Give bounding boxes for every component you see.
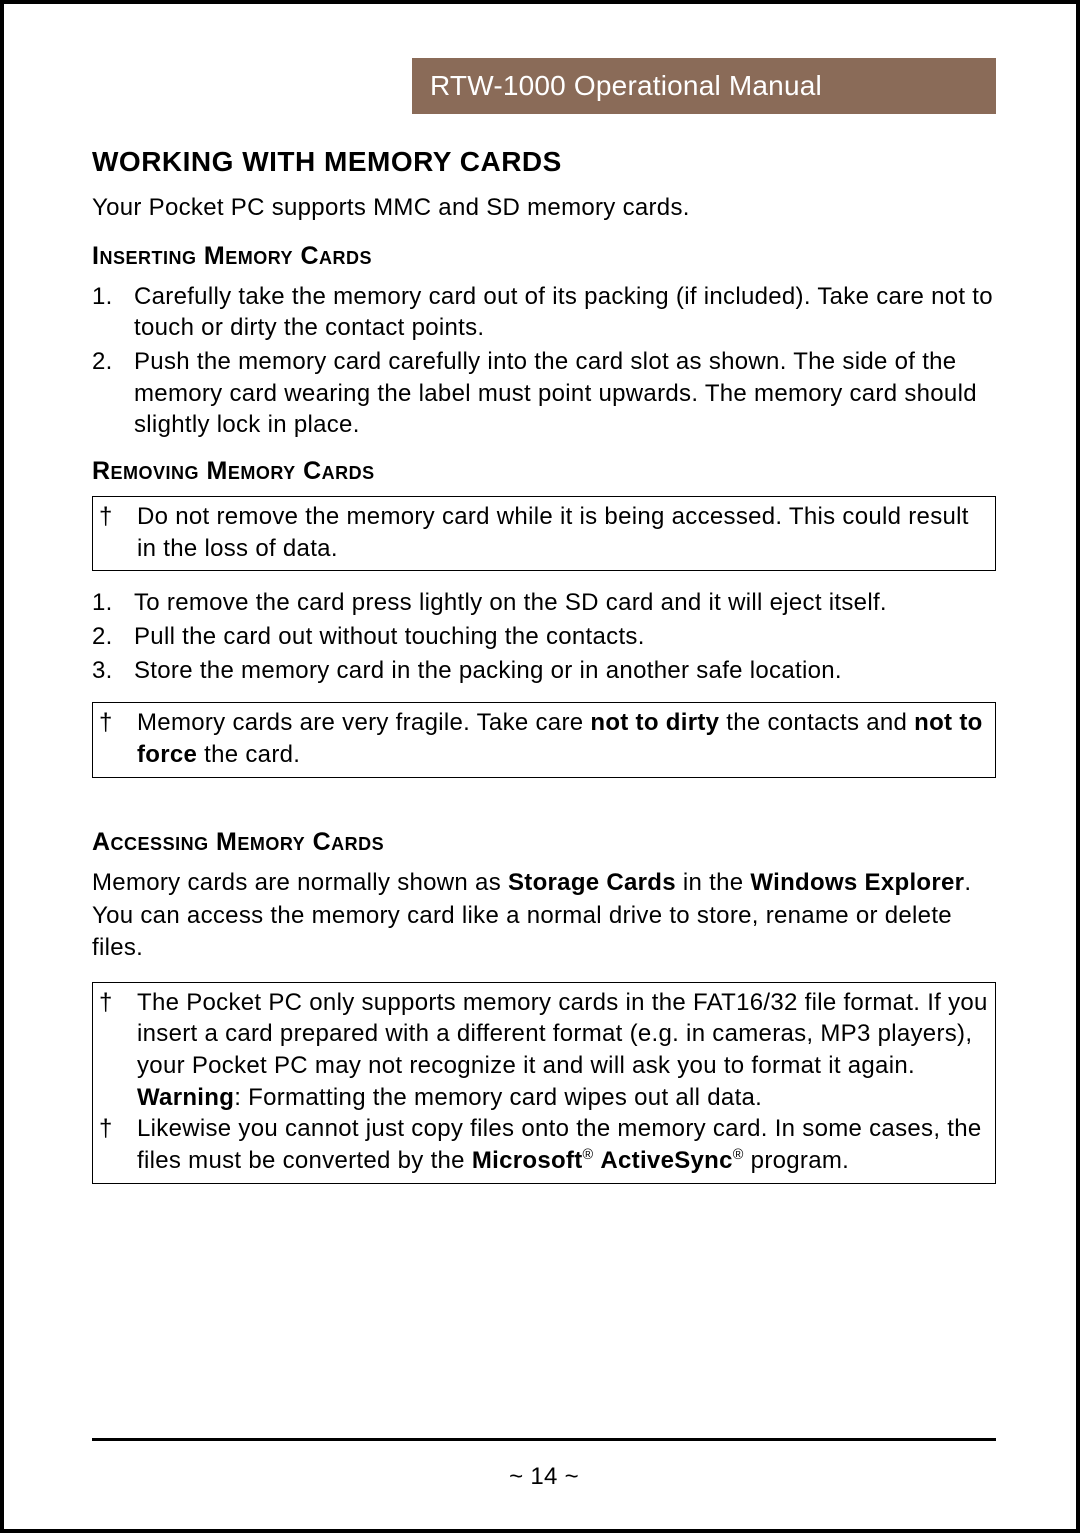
dagger-icon: †: [99, 501, 137, 564]
removing-steps: 1. To remove the card press lightly on t…: [92, 587, 996, 686]
step-number: 3.: [92, 655, 134, 687]
step-text: Pull the card out without touching the c…: [134, 621, 996, 653]
dagger-icon: †: [99, 707, 137, 770]
step-text: To remove the card press lightly on the …: [134, 587, 996, 619]
dagger-icon: †: [99, 1113, 137, 1176]
txt: The Pocket PC only supports memory cards…: [137, 989, 988, 1079]
txt: Memory cards are normally shown as: [92, 869, 508, 896]
dagger-icon: †: [99, 987, 137, 1114]
txt: program.: [744, 1147, 849, 1174]
step-number: 1.: [92, 281, 134, 344]
txt: : Formatting the memory card wipes out a…: [234, 1084, 762, 1111]
header-title: RTW-1000 Operational Manual: [412, 58, 996, 114]
note-row: † Memory cards are very fragile. Take ca…: [99, 707, 989, 770]
txt-bold: Warning: [137, 1084, 234, 1111]
step-text: Push the memory card carefully into the …: [134, 346, 996, 441]
content: WORKING WITH MEMORY CARDS Your Pocket PC…: [92, 146, 996, 1438]
note-text: The Pocket PC only supports memory cards…: [137, 987, 989, 1114]
note-row: † The Pocket PC only supports memory car…: [99, 987, 989, 1114]
header-spacer: [92, 58, 412, 114]
page-footer: ~ 14 ~: [92, 1438, 996, 1491]
list-item: 1. To remove the card press lightly on t…: [92, 587, 996, 619]
step-text: Carefully take the memory card out of it…: [134, 281, 996, 344]
accessing-p2: You can access the memory card like a no…: [92, 900, 996, 963]
txt-bold: Storage Cards: [508, 869, 676, 896]
note-text: Do not remove the memory card while it i…: [137, 501, 989, 564]
note-row: † Likewise you cannot just copy files on…: [99, 1113, 989, 1176]
list-item: 2. Pull the card out without touching th…: [92, 621, 996, 653]
txt: in the: [676, 869, 750, 896]
note-box: † Do not remove the memory card while it…: [92, 496, 996, 571]
txt-bold: ActiveSync: [600, 1147, 732, 1174]
intro-text: Your Pocket PC supports MMC and SD memor…: [92, 192, 996, 224]
list-item: 1. Carefully take the memory card out of…: [92, 281, 996, 344]
txt: the contacts and: [719, 709, 914, 736]
inserting-heading: Inserting Memory Cards: [92, 242, 996, 271]
list-item: 3. Store the memory card in the packing …: [92, 655, 996, 687]
removing-heading: Removing Memory Cards: [92, 457, 996, 486]
note-box: † Memory cards are very fragile. Take ca…: [92, 702, 996, 777]
spacer: [92, 794, 996, 824]
step-number: 2.: [92, 346, 134, 441]
page-number: ~ 14 ~: [509, 1463, 579, 1490]
note-row: † Do not remove the memory card while it…: [99, 501, 989, 564]
note-text: Likewise you cannot just copy files onto…: [137, 1113, 989, 1176]
accessing-p1: Memory cards are normally shown as Stora…: [92, 867, 996, 899]
txt: Memory cards are very fragile. Take care: [137, 709, 590, 736]
reg-mark: ®: [583, 1147, 594, 1163]
step-text: Store the memory card in the packing or …: [134, 655, 996, 687]
txt-bold: Windows Explorer: [750, 869, 964, 896]
manual-page: RTW-1000 Operational Manual WORKING WITH…: [0, 0, 1080, 1533]
accessing-heading: Accessing Memory Cards: [92, 828, 996, 857]
note-box: † The Pocket PC only supports memory car…: [92, 982, 996, 1184]
list-item: 2. Push the memory card carefully into t…: [92, 346, 996, 441]
txt-bold: not to dirty: [590, 709, 719, 736]
header-bar: RTW-1000 Operational Manual: [92, 58, 996, 114]
step-number: 1.: [92, 587, 134, 619]
reg-mark: ®: [733, 1147, 744, 1163]
note-text: Memory cards are very fragile. Take care…: [137, 707, 989, 770]
txt: the card.: [197, 741, 300, 768]
txt-bold: Microsoft: [472, 1147, 583, 1174]
section-title: WORKING WITH MEMORY CARDS: [92, 146, 996, 178]
step-number: 2.: [92, 621, 134, 653]
txt: .: [964, 869, 971, 896]
inserting-steps: 1. Carefully take the memory card out of…: [92, 281, 996, 441]
